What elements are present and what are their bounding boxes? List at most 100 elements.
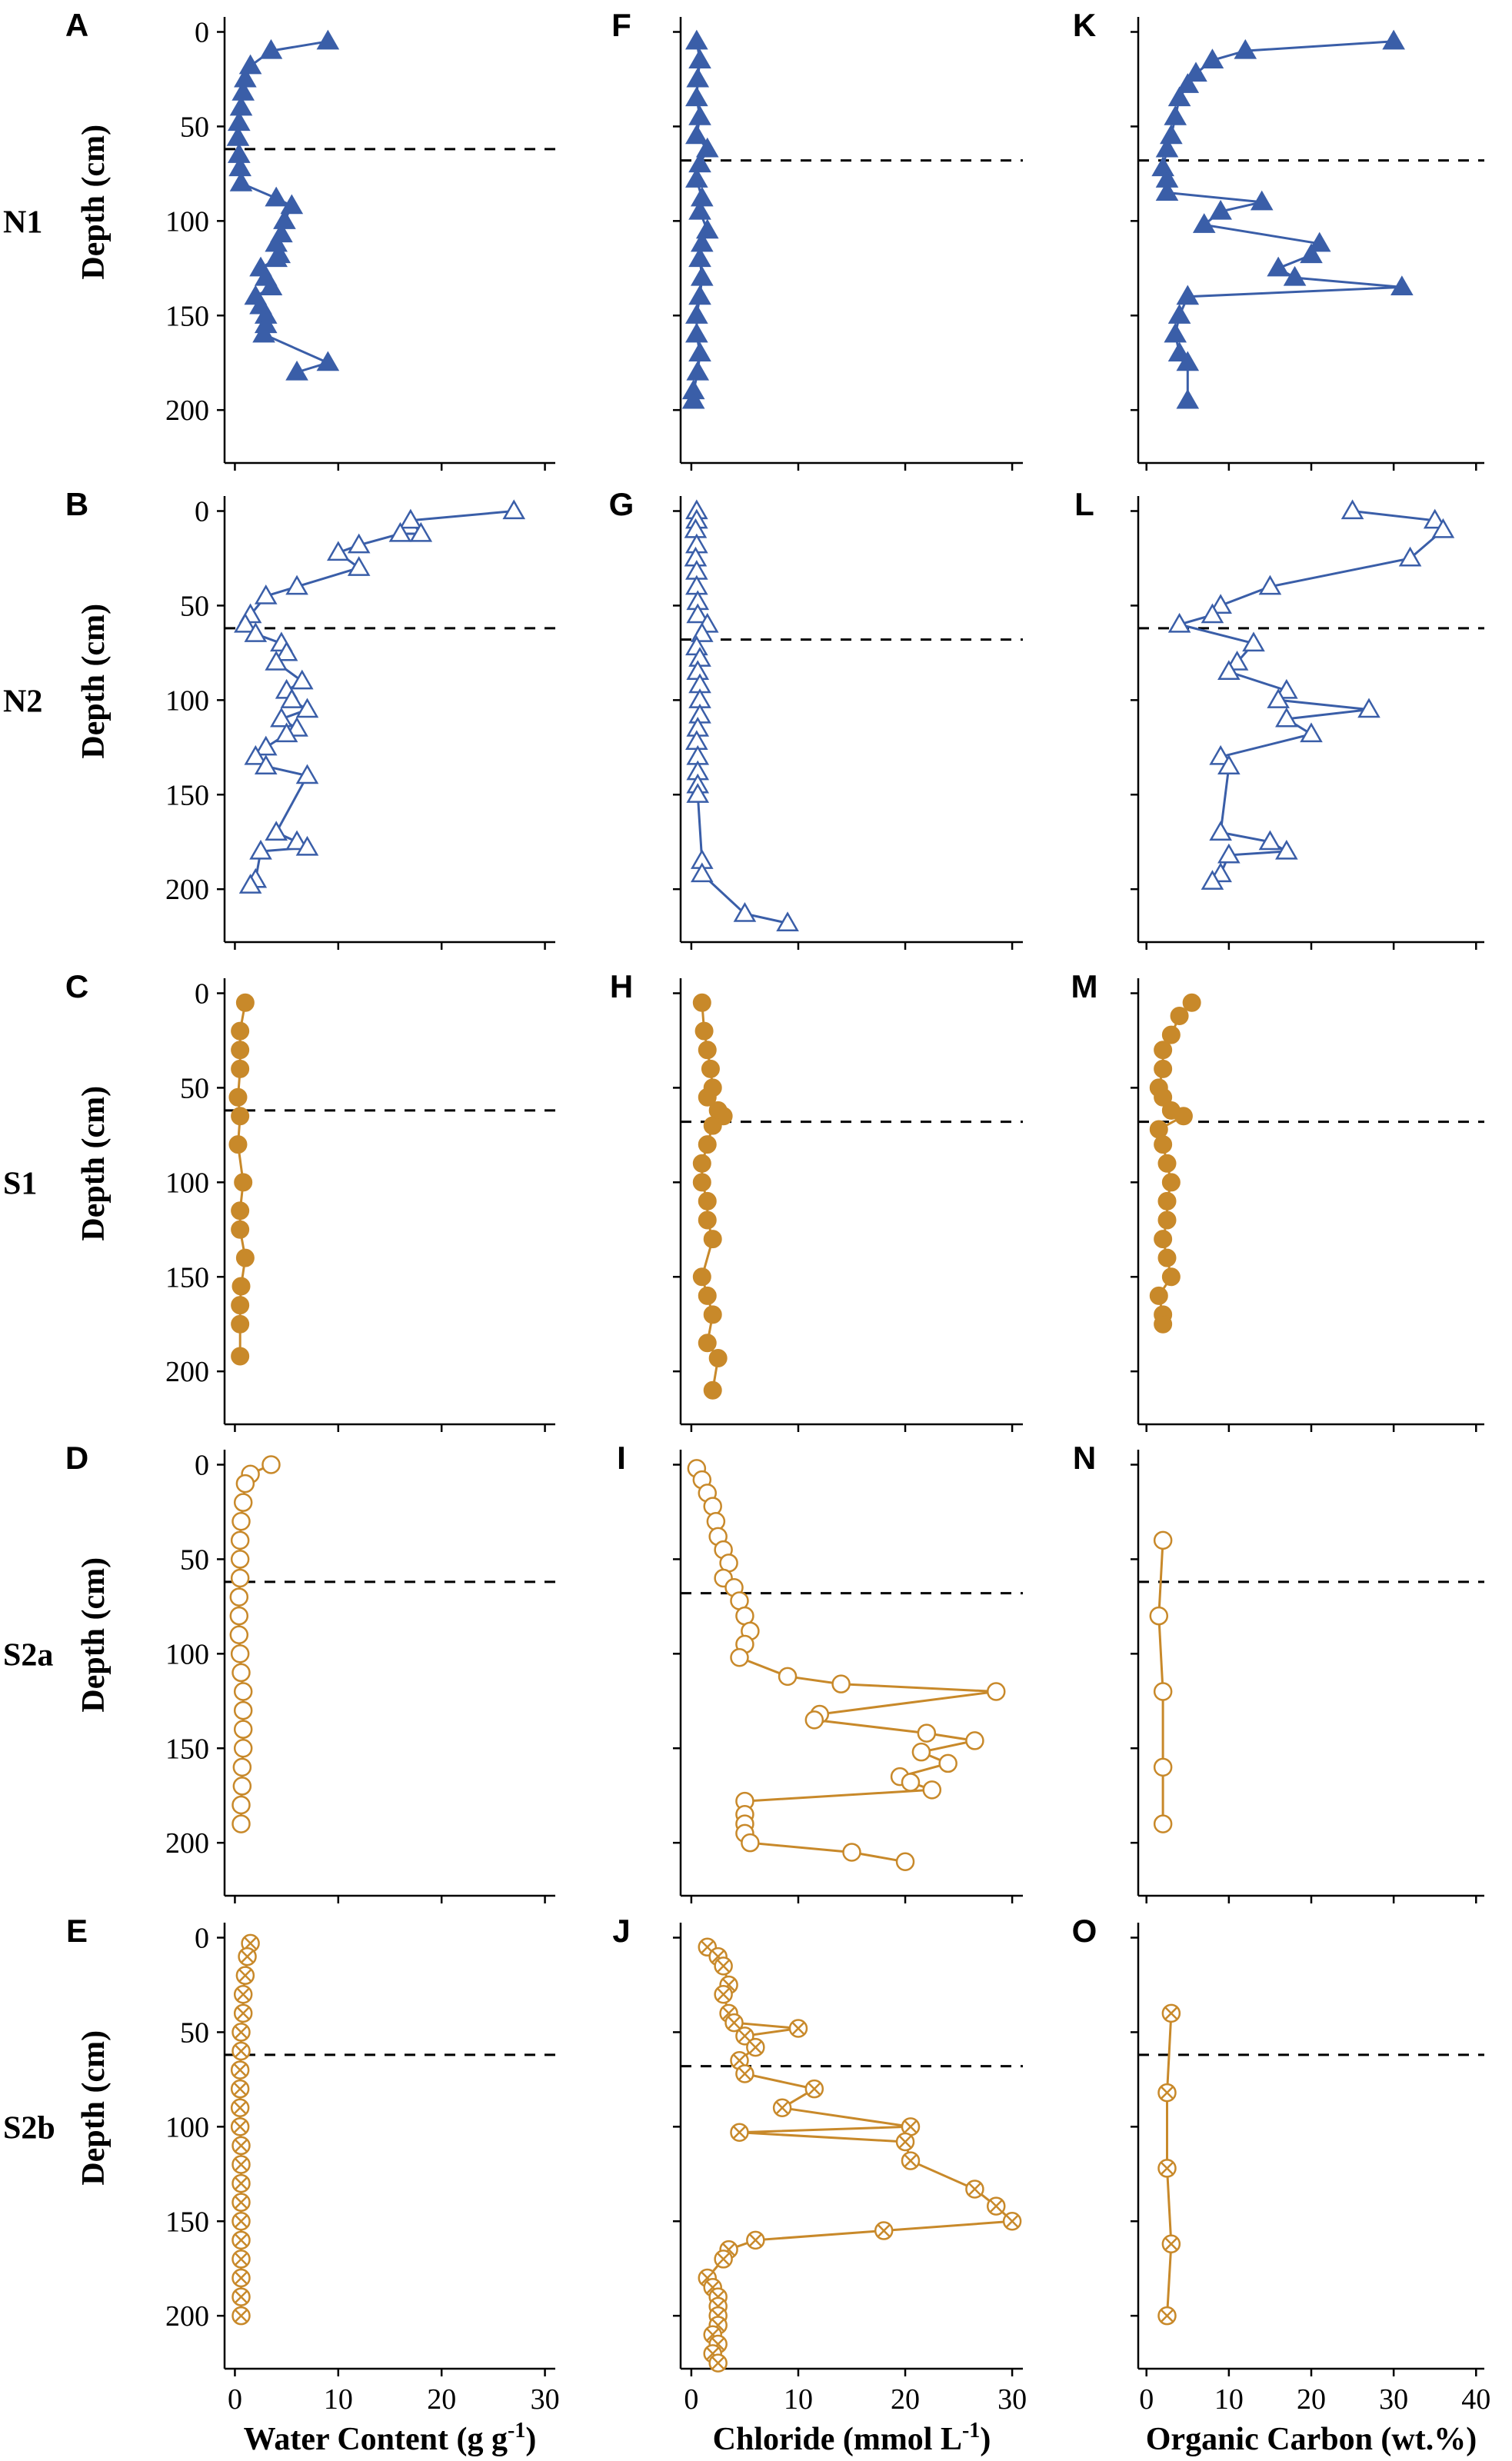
data-point — [231, 2230, 251, 2250]
data-point — [688, 199, 711, 220]
data-point — [347, 556, 371, 576]
y-tick-label: 50 — [180, 1072, 209, 1104]
data-point — [1149, 1120, 1168, 1139]
data-point — [1176, 351, 1200, 371]
data-point — [1161, 2234, 1181, 2253]
data-point — [1300, 243, 1323, 264]
data-point — [1157, 2083, 1177, 2103]
data-point — [228, 1087, 248, 1107]
data-point — [901, 1773, 921, 1792]
data-point — [1153, 1757, 1173, 1777]
panel-letter: H — [610, 968, 633, 1004]
data-point — [1267, 688, 1290, 708]
data-point — [1167, 612, 1191, 633]
data-point — [703, 1380, 722, 1400]
y-tick-label: 50 — [180, 111, 209, 143]
data-point — [1390, 275, 1414, 295]
data-point — [229, 1625, 249, 1644]
data-point — [1275, 678, 1298, 699]
data-point — [231, 2041, 251, 2061]
data-point — [1160, 124, 1183, 145]
data-point — [233, 1985, 253, 2004]
data-point — [986, 2196, 1006, 2216]
data-point — [1357, 698, 1380, 718]
data-point — [1155, 181, 1179, 201]
panel-letter: C — [65, 968, 88, 1004]
data-point — [688, 105, 711, 125]
data-point — [254, 584, 278, 604]
data-point — [275, 722, 298, 743]
data-point — [244, 622, 268, 642]
data-point — [708, 1348, 728, 1367]
data-point — [232, 1757, 252, 1777]
data-point — [231, 1347, 250, 1366]
data-point — [901, 2151, 921, 2170]
data-point — [316, 29, 340, 50]
data-point — [1242, 631, 1265, 652]
data-point — [698, 1041, 717, 1060]
data-point — [686, 360, 710, 381]
data-point — [399, 508, 422, 529]
data-point — [778, 1667, 798, 1687]
data-point — [686, 783, 710, 803]
data-point — [922, 1780, 942, 1800]
data-point — [703, 1230, 722, 1249]
data-point — [714, 1985, 733, 2004]
data-point — [895, 1852, 915, 1871]
data-point — [231, 2136, 251, 2156]
data-point — [1225, 651, 1249, 671]
data-point — [235, 1474, 255, 1494]
data-point — [688, 247, 711, 268]
data-point — [911, 1742, 931, 1762]
y-axis-title: Depth (cm) — [76, 2030, 112, 2186]
panel-I: I — [617, 1440, 1023, 1903]
data-point — [1164, 105, 1187, 125]
data-point — [1431, 518, 1455, 538]
data-point — [1161, 2003, 1181, 2023]
panel-letter: F — [611, 7, 631, 43]
data-point — [285, 360, 308, 381]
data-point — [735, 2064, 754, 2083]
data-point — [688, 152, 711, 173]
data-point — [917, 1723, 937, 1743]
data-point — [730, 2123, 749, 2142]
y-tick-label: 100 — [165, 1167, 209, 1199]
data-point — [965, 1731, 984, 1750]
data-point — [1423, 508, 1447, 529]
data-point — [746, 2230, 765, 2250]
data-point — [1398, 546, 1422, 567]
data-point — [692, 1267, 711, 1287]
y-axis-title: Depth (cm) — [76, 604, 112, 759]
data-point — [231, 2173, 251, 2193]
site-label: N2 — [3, 684, 42, 719]
data-point — [724, 2013, 744, 2033]
data-point — [231, 1201, 250, 1221]
panel-M: M — [1071, 968, 1484, 1432]
data-point — [698, 1334, 717, 1353]
data-point — [691, 862, 714, 883]
x-tick-label: 0 — [684, 2383, 698, 2416]
y-tick-label: 200 — [165, 2300, 209, 2333]
data-point — [231, 1814, 251, 1833]
data-point — [409, 521, 433, 542]
panel-H: H — [610, 968, 1023, 1432]
data-point — [265, 186, 288, 207]
data-point — [232, 1777, 252, 1796]
y-tick-label: 100 — [165, 684, 209, 717]
data-point — [698, 1286, 717, 1305]
data-point — [230, 2117, 250, 2136]
data-point — [1234, 38, 1257, 59]
panel-letter: G — [609, 486, 634, 522]
y-tick-label: 0 — [195, 17, 209, 49]
site-label: N1 — [3, 205, 42, 240]
panel-letter: O — [1072, 1913, 1097, 1949]
data-point — [691, 186, 714, 207]
panel-letter: B — [65, 486, 88, 522]
data-point — [231, 1512, 251, 1531]
data-point — [685, 304, 708, 324]
data-point — [261, 1455, 281, 1474]
y-tick-label: 50 — [180, 2016, 209, 2049]
x-axis-title: Water Content (g g-1) — [244, 2419, 537, 2457]
data-point — [259, 38, 283, 59]
